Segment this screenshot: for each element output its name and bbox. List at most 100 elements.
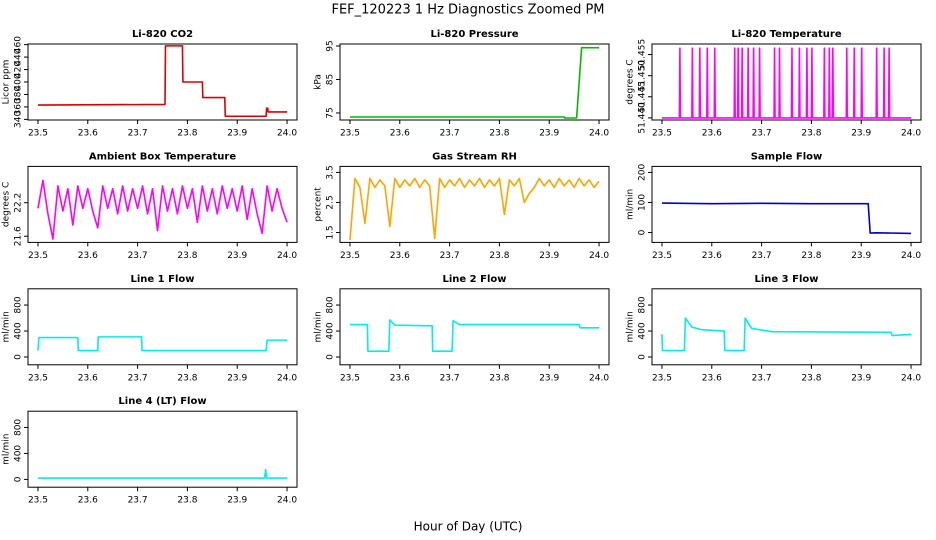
- y-tick-label: 95: [326, 40, 336, 51]
- y-axis-label: ml/min: [314, 311, 324, 342]
- plot-frame: [339, 165, 610, 243]
- y-tick-label: 0: [326, 354, 336, 360]
- x-tick-label: 23.5: [652, 129, 672, 139]
- x-tick-label: 24.0: [277, 496, 297, 506]
- y-tick-label: 380: [14, 86, 24, 103]
- y-tick-label: 85: [326, 74, 336, 85]
- plot-frame: [651, 165, 922, 243]
- y-tick-label: 440: [14, 48, 24, 65]
- data-line: [349, 319, 600, 352]
- x-tick-label: 24.0: [589, 251, 609, 261]
- y-axis-label: ml/min: [626, 311, 636, 342]
- panel-title: Line 4 (LT) Flow: [118, 396, 206, 407]
- y-tick-label: 3.5: [326, 165, 336, 179]
- data-line: [661, 202, 912, 235]
- x-tick-label: 23.9: [227, 251, 247, 261]
- x-tick-label: 23.9: [539, 251, 559, 261]
- y-tick-label: 400: [14, 445, 24, 462]
- x-tick-label: 23.6: [78, 251, 98, 261]
- y-tick-label: 400: [638, 322, 648, 339]
- panel-title: Sample Flow: [751, 151, 823, 162]
- plot-frame: [27, 288, 298, 366]
- data-line: [37, 45, 288, 118]
- x-tick-label: 23.7: [752, 129, 772, 139]
- panel-title: Li-820 Pressure: [430, 29, 518, 40]
- x-tick-label: 23.8: [177, 129, 197, 139]
- x-tick-label: 23.6: [702, 129, 722, 139]
- x-tick-label: 23.5: [652, 251, 672, 261]
- x-tick-label: 23.8: [489, 373, 509, 383]
- data-line: [37, 336, 288, 352]
- panel-title: Ambient Box Temperature: [89, 151, 236, 162]
- x-tick-label: 24.0: [589, 129, 609, 139]
- y-tick-label: 22.2: [14, 193, 24, 213]
- x-tick-label: 23.8: [801, 373, 821, 383]
- x-tick-label: 23.6: [78, 373, 98, 383]
- x-tick-label: 23.6: [390, 251, 410, 261]
- x-tick-label: 23.5: [28, 129, 48, 139]
- plot-frame: [339, 288, 610, 366]
- x-tick-label: 23.6: [390, 129, 410, 139]
- y-tick-label: 21.6: [14, 226, 24, 246]
- x-tick-label: 24.0: [901, 373, 921, 383]
- x-tick-label: 23.5: [28, 373, 48, 383]
- y-axis-label: percent: [314, 187, 324, 222]
- y-axis-label: degrees C: [2, 182, 12, 227]
- x-tick-label: 23.5: [340, 373, 360, 383]
- plot-frame: [651, 43, 922, 121]
- x-tick-label: 23.6: [702, 373, 722, 383]
- x-tick-label: 23.9: [851, 129, 871, 139]
- x-tick-label: 23.5: [340, 129, 360, 139]
- x-tick-label: 23.8: [177, 373, 197, 383]
- x-tick-label: 23.7: [128, 129, 148, 139]
- x-tick-label: 23.8: [801, 251, 821, 261]
- y-axis-label: Licor ppm: [2, 60, 12, 105]
- x-tick-label: 24.0: [277, 129, 297, 139]
- x-tick-label: 23.8: [489, 251, 509, 261]
- x-tick-label: 23.9: [851, 373, 871, 383]
- y-tick-label: 800: [14, 296, 24, 313]
- x-tick-label: 23.9: [851, 251, 871, 261]
- y-tick-label: 75: [326, 107, 336, 118]
- x-tick-label: 23.6: [78, 496, 98, 506]
- data-line: [661, 47, 912, 119]
- x-tick-label: 24.0: [277, 251, 297, 261]
- x-tick-label: 23.7: [752, 373, 772, 383]
- y-tick-label: 2.5: [326, 195, 336, 209]
- y-tick-label: 400: [326, 322, 336, 339]
- y-tick-label: 0: [638, 229, 648, 235]
- y-tick-label: 0: [14, 476, 24, 482]
- data-line: [349, 177, 600, 241]
- x-tick-label: 23.9: [539, 129, 559, 139]
- y-axis-label: ml/min: [2, 311, 12, 342]
- x-tick-label: 23.7: [440, 373, 460, 383]
- y-tick-label: 100: [638, 194, 648, 211]
- x-tick-label: 23.5: [652, 373, 672, 383]
- panel-title: Line 1 Flow: [131, 274, 195, 285]
- x-tick-label: 23.8: [801, 129, 821, 139]
- y-tick-label: 360: [14, 98, 24, 115]
- data-line: [349, 46, 600, 119]
- y-tick-label: 51.440: [638, 102, 648, 134]
- x-tick-label: 23.7: [440, 251, 460, 261]
- plot-frame: [339, 43, 610, 121]
- plot-frame: [27, 165, 298, 243]
- y-axis-label: kPa: [314, 74, 324, 90]
- panel-title: Line 2 Flow: [443, 274, 507, 285]
- x-tick-label: 23.7: [128, 373, 148, 383]
- x-tick-label: 24.0: [901, 129, 921, 139]
- x-tick-label: 23.5: [28, 496, 48, 506]
- y-tick-label: 51.445: [638, 81, 648, 113]
- y-tick-label: 420: [14, 61, 24, 78]
- x-tick-label: 23.6: [78, 129, 98, 139]
- y-tick-label: 400: [14, 322, 24, 339]
- x-tick-label: 23.7: [128, 251, 148, 261]
- main-title: FEF_120223 1 Hz Diagnostics Zoomed PM: [331, 3, 604, 18]
- y-tick-label: 460: [14, 36, 24, 53]
- x-axis-label: Hour of Day (UTC): [414, 520, 523, 534]
- y-tick-label: 0: [638, 354, 648, 360]
- panel-title: Li-820 Temperature: [731, 29, 841, 40]
- y-axis-label: degrees C: [626, 59, 636, 104]
- y-tick-label: 800: [638, 296, 648, 313]
- y-tick-label: 340: [14, 111, 24, 128]
